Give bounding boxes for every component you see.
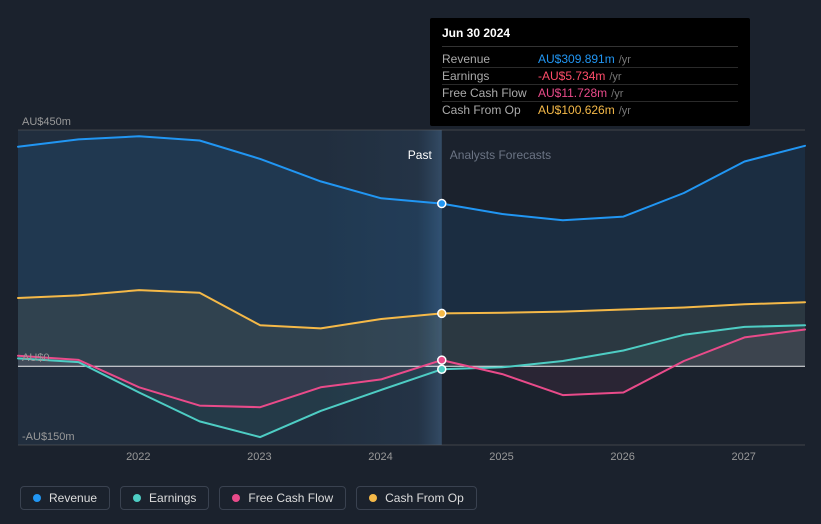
legend-dot-icon	[369, 494, 377, 502]
legend-label: Free Cash Flow	[248, 491, 333, 505]
tooltip-value: AU$11.728m	[538, 86, 607, 100]
legend-label: Cash From Op	[385, 491, 464, 505]
earnings-revenue-chart: Jun 30 2024 RevenueAU$309.891m/yrEarning…	[0, 0, 821, 524]
chart-legend: Revenue Earnings Free Cash Flow Cash From O…	[20, 486, 477, 510]
x-tick-2022: 2022	[126, 451, 150, 463]
tooltip-label: Free Cash Flow	[442, 86, 538, 100]
legend-dot-icon	[33, 494, 41, 502]
tooltip-label: Earnings	[442, 69, 538, 83]
y-tick: AU$0	[22, 352, 50, 364]
x-tick-2027: 2027	[731, 451, 755, 463]
tooltip-value: AU$309.891m	[538, 52, 615, 66]
legend-dot-icon	[232, 494, 240, 502]
tooltip-row-cfo: Cash From OpAU$100.626m/yr	[442, 102, 738, 118]
tooltip-row-earnings: Earnings-AU$5.734m/yr	[442, 68, 738, 85]
x-tick-2026: 2026	[610, 451, 634, 463]
x-tick-2023: 2023	[247, 451, 271, 463]
y-tick: -AU$150m	[22, 431, 75, 443]
tooltip-value: AU$100.626m	[538, 103, 615, 117]
forecast-label: Analysts Forecasts	[450, 148, 551, 162]
tooltip-unit: /yr	[619, 54, 631, 66]
x-tick-2025: 2025	[489, 451, 513, 463]
tooltip-label: Cash From Op	[442, 103, 538, 117]
y-tick: AU$450m	[22, 116, 71, 128]
tooltip-label: Revenue	[442, 52, 538, 66]
tooltip-date: Jun 30 2024	[442, 26, 738, 47]
tooltip-row-revenue: RevenueAU$309.891m/yr	[442, 51, 738, 68]
tooltip-unit: /yr	[611, 88, 623, 100]
chart-tooltip: Jun 30 2024 RevenueAU$309.891m/yrEarning…	[430, 18, 750, 126]
legend-item-revenue[interactable]: Revenue	[20, 486, 110, 510]
tooltip-unit: /yr	[619, 105, 631, 117]
past-label: Past	[408, 148, 432, 162]
legend-dot-icon	[133, 494, 141, 502]
legend-item-cfo[interactable]: Cash From Op	[356, 486, 477, 510]
legend-item-earnings[interactable]: Earnings	[120, 486, 209, 510]
tooltip-unit: /yr	[609, 71, 621, 83]
x-tick-2024: 2024	[368, 451, 392, 463]
tooltip-row-fcf: Free Cash FlowAU$11.728m/yr	[442, 85, 738, 102]
legend-label: Earnings	[149, 491, 196, 505]
legend-item-fcf[interactable]: Free Cash Flow	[219, 486, 346, 510]
legend-label: Revenue	[49, 491, 97, 505]
tooltip-value: -AU$5.734m	[538, 69, 605, 83]
